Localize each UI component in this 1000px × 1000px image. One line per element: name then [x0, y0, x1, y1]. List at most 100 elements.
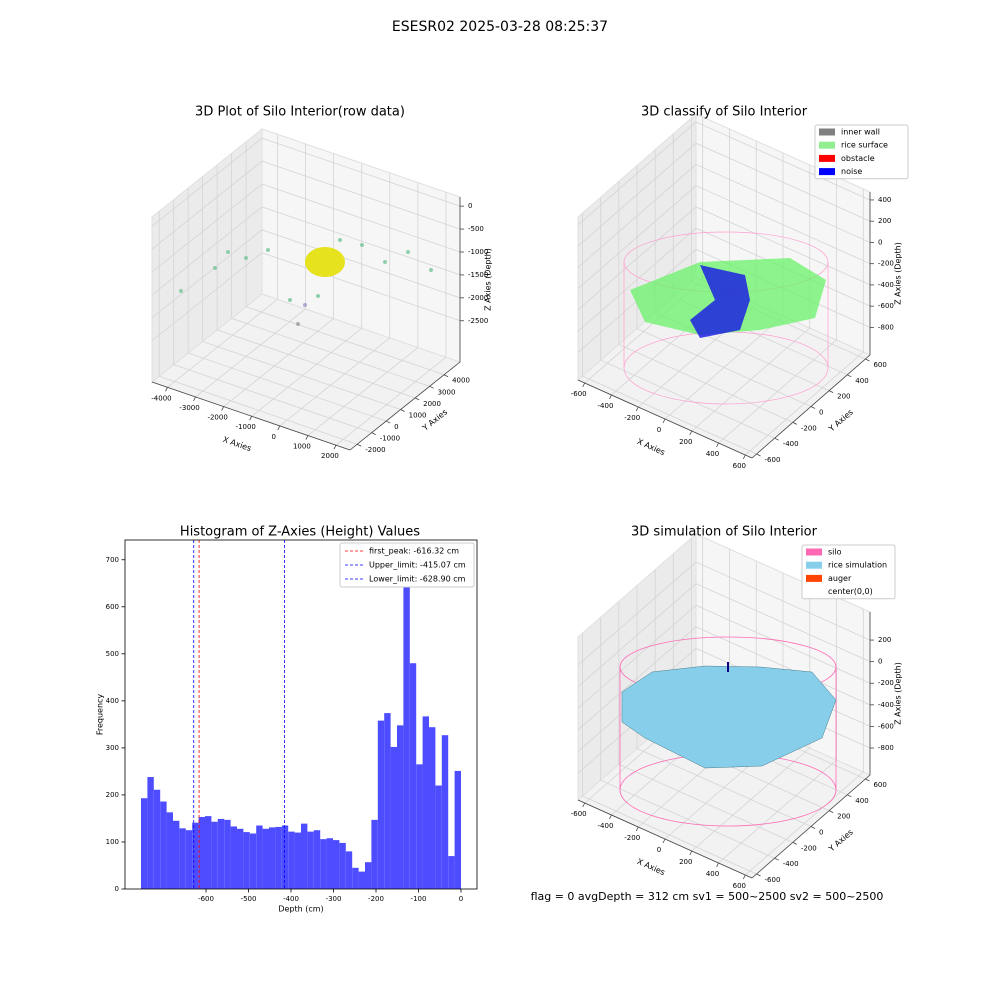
x-axis-label: X Axies [222, 435, 253, 453]
grid-line [151, 137, 263, 227]
axis-line [577, 379, 753, 459]
y-axis-label: Y Axies [826, 828, 854, 854]
axis-line [349, 361, 461, 451]
tick-mark [609, 394, 612, 400]
bar [147, 777, 154, 889]
bar [320, 839, 327, 889]
tick-mark [249, 416, 253, 421]
bar [160, 801, 167, 889]
y-tick-label: -400 [783, 440, 799, 448]
bar [294, 832, 301, 889]
grid-line [261, 252, 461, 322]
grid-line [618, 343, 794, 423]
grid-line [151, 229, 263, 319]
bar [275, 826, 282, 889]
grid-line [577, 227, 697, 332]
grid-line [261, 137, 461, 207]
bar [409, 663, 417, 889]
legend-swatch [806, 588, 822, 596]
z-tick-label: 400 [878, 196, 891, 204]
tick-mark [371, 432, 376, 435]
tick-mark [429, 385, 434, 389]
tick-mark [662, 418, 666, 424]
tick-mark [742, 874, 746, 880]
y-tick-label: -1000 [380, 435, 400, 443]
bar [230, 826, 237, 889]
tick-mark [333, 444, 337, 450]
tick-mark [582, 802, 586, 808]
y-tick-label: 2000 [423, 400, 441, 408]
x-axis-label: X Axies [636, 437, 667, 457]
legend-label: center(0,0) [828, 587, 873, 596]
legend-label: rice simulation [828, 561, 887, 570]
z-tick-label: -200 [878, 679, 894, 687]
legend-label: Upper_limit: -415.07 cm [369, 561, 466, 570]
bar [249, 833, 257, 889]
y-tick-label: 600 [873, 781, 886, 789]
y-tick-label: 600 [106, 603, 119, 611]
point [338, 238, 342, 242]
grid-line [188, 352, 387, 422]
x-tick-label: -1000 [236, 423, 256, 431]
bar [358, 871, 365, 889]
tick-mark [165, 387, 168, 392]
grid-line [695, 164, 871, 243]
x-tick-label: 600 [733, 882, 746, 890]
point-cluster [305, 247, 345, 277]
tick-mark [400, 409, 405, 412]
y-tick-label: 400 [106, 697, 119, 705]
z-tick-label: 0 [878, 658, 882, 666]
grid-line [577, 604, 697, 709]
legend-label: first_peak: -616.32 cm [369, 547, 459, 556]
point [360, 243, 364, 247]
z-tick-label: -200 [878, 260, 894, 268]
x-tick-label: 0 [657, 426, 661, 434]
bar [185, 830, 193, 889]
grid-line [600, 779, 775, 859]
bar [384, 713, 391, 889]
x-tick-label: 400 [706, 870, 719, 878]
tick-mark [277, 425, 281, 431]
bar [141, 798, 148, 889]
tick-mark [386, 420, 391, 424]
grid-line [582, 795, 757, 875]
z-tick-label: -600 [878, 302, 894, 310]
grid-line [618, 763, 794, 843]
grid-line [195, 308, 306, 398]
x-tick-label: -600 [571, 810, 587, 818]
tick-mark [689, 430, 693, 436]
bar [435, 785, 442, 889]
grid-line [261, 206, 461, 276]
bar [326, 838, 333, 889]
y-tick-label: 300 [106, 744, 119, 752]
tick-mark [193, 396, 196, 402]
grid-line [695, 142, 871, 222]
legend-label: Lower_limit: -628.90 cm [369, 575, 466, 584]
tick-mark [689, 850, 693, 856]
bar [448, 856, 455, 889]
z-tick-label: -1000 [468, 248, 488, 256]
z-axis-label: Z Axies (Depth) [894, 242, 903, 305]
tick-mark [662, 838, 666, 844]
z-tick-label: -2500 [468, 317, 488, 325]
z-tick-label: -600 [878, 722, 894, 730]
x-tick-label: 200 [679, 858, 692, 866]
tick-mark [847, 374, 852, 378]
tick-mark [357, 443, 362, 447]
bar [153, 789, 161, 889]
point [244, 256, 248, 260]
x-tick-label: -600 [571, 390, 587, 398]
bar [205, 816, 212, 889]
y-axis-label: Y Axies [826, 408, 854, 434]
grid-line [261, 183, 461, 253]
bar [307, 831, 314, 889]
point-cloud [179, 238, 433, 326]
tick-mark [847, 794, 852, 798]
point [303, 303, 307, 307]
chart-title: Histogram of Z-Axies (Height) Values [180, 525, 420, 540]
legend-swatch [819, 141, 835, 149]
x-tick-label: 0 [272, 433, 276, 441]
y-tick-label: 3000 [438, 388, 456, 396]
bar [192, 822, 199, 889]
